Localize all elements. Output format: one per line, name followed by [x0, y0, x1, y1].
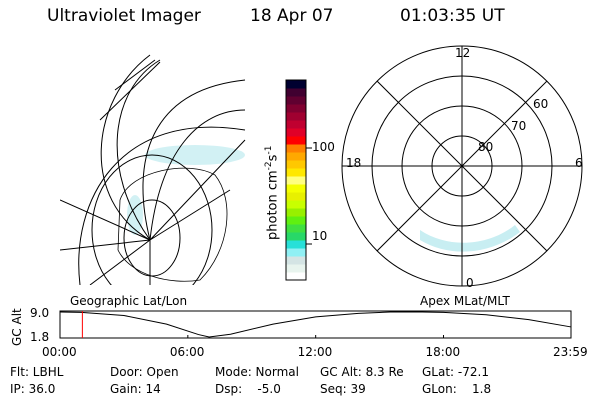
mlt-6: 6	[575, 156, 583, 170]
colorbar-swatch	[286, 176, 306, 185]
mlt-0: 0	[466, 276, 474, 290]
colorbar-swatch	[286, 216, 306, 225]
xtick-label: 12:00	[297, 345, 333, 359]
xtick-label: 18:00	[425, 345, 461, 359]
colorbar-swatch	[286, 192, 306, 201]
colorbar-swatch	[286, 144, 306, 153]
xtick-label: 00:00	[42, 345, 77, 359]
colorbar-label-exp1: -2	[264, 161, 274, 171]
altitude-timeline	[59, 310, 572, 339]
colorbar-label: photon cm-2s-1	[264, 146, 280, 240]
mlat-80: 80	[478, 140, 494, 154]
status-field: GLon: 1.8	[422, 382, 492, 396]
colorbar-swatch	[286, 168, 306, 177]
colorbar-swatch	[286, 224, 306, 233]
status-field: Door: Open	[110, 365, 179, 379]
colorbar-swatch	[286, 96, 306, 105]
colorbar-swatch	[286, 208, 306, 217]
colorbar-swatch	[286, 104, 306, 113]
colorbar-swatch	[286, 160, 306, 169]
status-field: IP: 36.0	[10, 382, 56, 396]
colorbar-swatch	[286, 88, 306, 97]
colorbar-swatch	[286, 80, 306, 89]
colorbar-swatch	[286, 152, 306, 161]
date: 18 Apr 07	[250, 6, 334, 26]
colorbar-swatch	[286, 272, 306, 281]
status-field: Dsp: -5.0	[215, 382, 281, 396]
status-field: GLat: -72.1	[422, 365, 489, 379]
colorbar-swatch	[286, 248, 306, 257]
mlat-60: 60	[533, 97, 549, 111]
colorbar-swatch	[286, 128, 306, 137]
colorbar	[285, 79, 312, 281]
colorbar-swatch	[286, 184, 306, 193]
ytick-top: 9.0	[30, 306, 50, 320]
timeline-ylabel: GC Alt	[10, 308, 24, 346]
time: 01:03:35 UT	[400, 6, 505, 26]
apex-label: Apex MLat/MLT	[420, 294, 510, 308]
colorbar-label-text: photon cm	[265, 170, 281, 240]
mlt-12: 12	[455, 46, 471, 60]
ytick-bottom: 1.8	[30, 330, 50, 344]
status-field: Seq: 39	[320, 382, 366, 396]
colorbar-swatch	[286, 232, 306, 241]
colorbar-tick-10: 10	[312, 229, 328, 243]
status-field: GC Alt: 8.3 Re	[320, 365, 404, 379]
colorbar-label-exp2: -1	[264, 145, 274, 155]
geo-label: Geographic Lat/Lon	[70, 294, 188, 308]
mlt-18: 18	[346, 156, 362, 170]
colorbar-swatch	[286, 200, 306, 209]
altitude-line	[59, 311, 572, 338]
status-field: Mode: Normal	[215, 365, 299, 379]
aurora-right	[420, 225, 520, 252]
xtick-label: 06:00	[169, 345, 205, 359]
status-field: Gain: 14	[110, 382, 161, 396]
polar-plot	[341, 45, 583, 287]
instrument-title: Ultraviolet Imager	[47, 6, 201, 26]
xtick-label: 23:59	[553, 345, 588, 359]
mlat-70: 70	[511, 119, 527, 133]
colorbar-swatch	[286, 120, 306, 129]
colorbar-tick-100: 100	[312, 140, 335, 154]
colorbar-swatch	[286, 264, 306, 273]
status-field: Flt: LBHL	[10, 365, 64, 379]
colorbar-swatch	[286, 240, 306, 249]
colorbar-swatch	[286, 136, 306, 145]
colorbar-label-s: s	[265, 154, 281, 162]
colorbar-swatch	[286, 112, 306, 121]
colorbar-swatch	[286, 256, 306, 265]
geographic-map	[60, 54, 246, 285]
